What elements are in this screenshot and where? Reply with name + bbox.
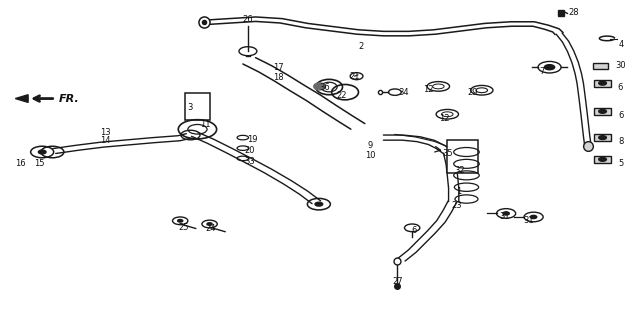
Text: 34: 34 <box>399 88 409 97</box>
Text: 15: 15 <box>35 159 45 168</box>
Text: 19: 19 <box>247 135 258 144</box>
Circle shape <box>544 65 555 70</box>
Circle shape <box>503 212 509 215</box>
Text: 32: 32 <box>455 166 465 175</box>
Circle shape <box>207 223 212 225</box>
Text: 28: 28 <box>569 8 579 17</box>
Text: 21: 21 <box>350 72 360 81</box>
Text: FR.: FR. <box>59 93 79 104</box>
FancyBboxPatch shape <box>594 134 611 141</box>
Circle shape <box>599 109 606 113</box>
Text: 23: 23 <box>452 201 462 210</box>
FancyBboxPatch shape <box>185 93 210 120</box>
Text: 27: 27 <box>392 277 403 286</box>
Text: 24: 24 <box>206 224 216 233</box>
Text: 3: 3 <box>188 103 193 112</box>
FancyBboxPatch shape <box>593 63 608 69</box>
Text: 18: 18 <box>273 73 283 82</box>
Text: 4: 4 <box>619 40 624 49</box>
Text: 22: 22 <box>337 92 347 100</box>
Circle shape <box>599 136 606 140</box>
Text: 9: 9 <box>368 141 373 150</box>
Ellipse shape <box>314 83 325 90</box>
Text: 25: 25 <box>178 223 189 232</box>
Circle shape <box>599 81 606 85</box>
Text: 7: 7 <box>539 67 544 76</box>
Text: 30: 30 <box>616 61 626 70</box>
Text: 14: 14 <box>100 136 111 145</box>
FancyBboxPatch shape <box>447 140 478 173</box>
Text: 29: 29 <box>468 88 478 97</box>
Text: 13: 13 <box>100 128 111 137</box>
Text: 1: 1 <box>456 187 461 196</box>
FancyBboxPatch shape <box>594 156 611 163</box>
Text: 2: 2 <box>358 42 364 51</box>
Text: 36: 36 <box>320 83 330 92</box>
Text: 11: 11 <box>201 120 211 129</box>
Text: 17: 17 <box>273 63 283 72</box>
Text: 33: 33 <box>244 157 254 166</box>
Text: 31: 31 <box>500 212 510 221</box>
Circle shape <box>178 220 183 222</box>
Text: 16: 16 <box>15 159 26 168</box>
Text: 6: 6 <box>412 226 417 235</box>
FancyBboxPatch shape <box>594 80 611 87</box>
Circle shape <box>599 157 606 161</box>
Text: 12: 12 <box>439 114 449 123</box>
Polygon shape <box>15 95 28 102</box>
Text: 26: 26 <box>243 15 253 24</box>
Text: 20: 20 <box>244 146 254 155</box>
Text: 6: 6 <box>617 83 622 92</box>
Text: 6: 6 <box>619 111 624 120</box>
Text: 12: 12 <box>423 85 433 94</box>
Text: 8: 8 <box>619 137 624 146</box>
FancyBboxPatch shape <box>594 108 611 115</box>
Text: 35: 35 <box>442 149 452 158</box>
Circle shape <box>530 215 537 219</box>
Text: 10: 10 <box>366 151 376 160</box>
Circle shape <box>38 150 46 154</box>
Text: 31: 31 <box>524 216 534 225</box>
Circle shape <box>315 202 323 206</box>
Text: 5: 5 <box>619 159 624 168</box>
